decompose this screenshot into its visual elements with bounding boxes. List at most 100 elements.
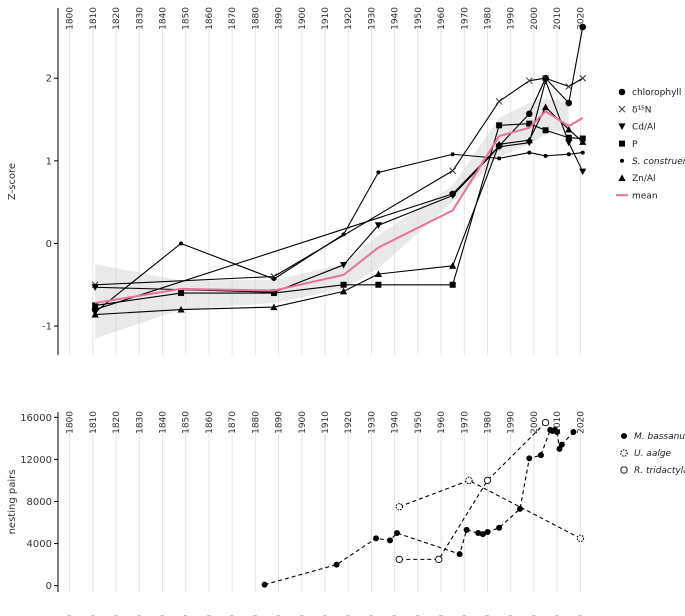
x-tick-label: 1820 bbox=[112, 411, 122, 434]
data-point bbox=[542, 127, 549, 134]
data-point bbox=[484, 529, 491, 535]
data-point bbox=[261, 581, 268, 588]
legend-label-text: Cd/Al bbox=[632, 123, 656, 133]
data-point bbox=[570, 429, 577, 435]
x-tick-label-bottom: 1870 bbox=[228, 615, 238, 616]
x-tick-label: 1900 bbox=[298, 7, 308, 30]
data-point bbox=[91, 310, 99, 318]
x-tick-label: 1890 bbox=[275, 7, 285, 30]
data-point bbox=[565, 134, 572, 141]
x-tick-label-bottom: 1920 bbox=[344, 615, 354, 616]
data-point bbox=[565, 83, 573, 90]
x-tick-label-bottom: 1960 bbox=[437, 615, 447, 616]
x-tick-label-bottom: 1860 bbox=[205, 615, 215, 616]
legend-swatch bbox=[621, 433, 627, 439]
series-line bbox=[399, 422, 546, 560]
data-point bbox=[483, 476, 492, 485]
data-point bbox=[449, 192, 457, 200]
data-point bbox=[270, 303, 278, 311]
series-0 bbox=[261, 426, 577, 588]
data-point bbox=[579, 23, 587, 31]
x-tick-label-bottom: 2020 bbox=[576, 615, 586, 616]
x-tick-label: 1870 bbox=[228, 7, 238, 30]
x-tick-label: 2000 bbox=[530, 7, 540, 30]
data-point bbox=[449, 262, 457, 269]
data-point bbox=[541, 103, 550, 111]
data-point bbox=[387, 537, 394, 544]
series-2 bbox=[395, 418, 550, 564]
x-tick-label: 1960 bbox=[437, 411, 447, 434]
y-tick-label: 16000 bbox=[20, 413, 52, 424]
data-point bbox=[565, 125, 573, 133]
x-tick-label: 1850 bbox=[182, 7, 192, 30]
x-tick-label-bottom: 1930 bbox=[367, 615, 377, 616]
x-tick-label-bottom: 1890 bbox=[275, 615, 285, 616]
y-tick-label: 1 bbox=[46, 156, 52, 167]
x-tick-label: 1930 bbox=[367, 7, 377, 30]
data-point bbox=[341, 232, 346, 237]
x-tick-label: 1870 bbox=[228, 411, 238, 434]
data-point bbox=[580, 150, 585, 155]
data-point bbox=[541, 77, 550, 85]
zscore-y-label: Z-score bbox=[7, 163, 18, 200]
x-tick-label: 1810 bbox=[89, 411, 99, 434]
series-line bbox=[264, 429, 574, 586]
data-point bbox=[91, 284, 99, 291]
y-tick-label: 0 bbox=[46, 239, 52, 250]
data-point bbox=[579, 74, 587, 82]
data-point bbox=[450, 152, 455, 157]
y-tick-label: 0 bbox=[46, 581, 52, 592]
data-point bbox=[543, 153, 548, 158]
zscore-legend: chlorophyll a δ¹⁵N Cd/Al P S. construens Zn/A… bbox=[616, 88, 685, 201]
legend-swatch bbox=[618, 174, 626, 181]
nesting-pairs-panel: 0 4000 8000 12000 16000 1800 1810 1820 1830 1840 1… bbox=[7, 411, 586, 616]
x-tick-label: 1910 bbox=[321, 7, 331, 30]
x-tick-label: 1890 bbox=[275, 411, 285, 434]
y-tick-label: 4000 bbox=[27, 539, 52, 550]
data-point bbox=[177, 305, 185, 313]
data-point bbox=[525, 136, 533, 144]
nesting-pairs-legend: M. bassanus U. aalge R. tridactyla bbox=[620, 432, 685, 476]
x-tick-label-bottom: 1880 bbox=[251, 615, 261, 616]
legend-swatch bbox=[619, 140, 625, 147]
legend-label: Cd/Al bbox=[632, 123, 656, 133]
y-tick-label: -1 bbox=[42, 322, 52, 333]
series-line bbox=[95, 77, 583, 286]
legend-swatch bbox=[620, 449, 628, 457]
data-point bbox=[333, 561, 340, 568]
data-point bbox=[374, 270, 382, 278]
x-tick-label: 1830 bbox=[135, 411, 145, 434]
x-tick-label-bottom: 2000 bbox=[530, 615, 540, 616]
legend-label: P bbox=[632, 140, 638, 150]
x-tick-label: 2010 bbox=[553, 411, 563, 434]
legend-label-italic: S. construens bbox=[632, 157, 685, 167]
x-tick-label: 2010 bbox=[553, 7, 563, 30]
x-tick-label: 1940 bbox=[391, 7, 401, 30]
data-point bbox=[375, 281, 382, 288]
data-point bbox=[475, 530, 482, 537]
legend-label: δ¹⁵N bbox=[632, 105, 651, 115]
data-point bbox=[495, 140, 503, 148]
data-point bbox=[479, 531, 486, 538]
data-point bbox=[449, 167, 457, 175]
data-point bbox=[496, 122, 503, 129]
x-tick-label: 1850 bbox=[182, 411, 192, 434]
x-tick-label: 1970 bbox=[460, 411, 470, 434]
x-tick-label: 1920 bbox=[344, 7, 354, 30]
data-point bbox=[395, 555, 403, 564]
data-point bbox=[179, 241, 184, 246]
data-point bbox=[339, 287, 348, 295]
data-point bbox=[565, 139, 573, 147]
data-point bbox=[393, 530, 400, 537]
zscore-panel: -1 0 1 2 1800 1810 1820 1830 1840 1850 1860 1870 188… bbox=[7, 7, 586, 355]
data-point bbox=[463, 526, 470, 533]
x-tick-label: 1920 bbox=[344, 411, 354, 434]
data-point bbox=[495, 98, 503, 105]
series-4 bbox=[93, 150, 585, 315]
data-point bbox=[270, 290, 277, 297]
x-tick-label: 2020 bbox=[576, 7, 586, 30]
data-point bbox=[373, 535, 380, 542]
x-tick-label: 1840 bbox=[158, 7, 168, 30]
series-2 bbox=[91, 77, 587, 296]
data-point bbox=[271, 276, 276, 281]
